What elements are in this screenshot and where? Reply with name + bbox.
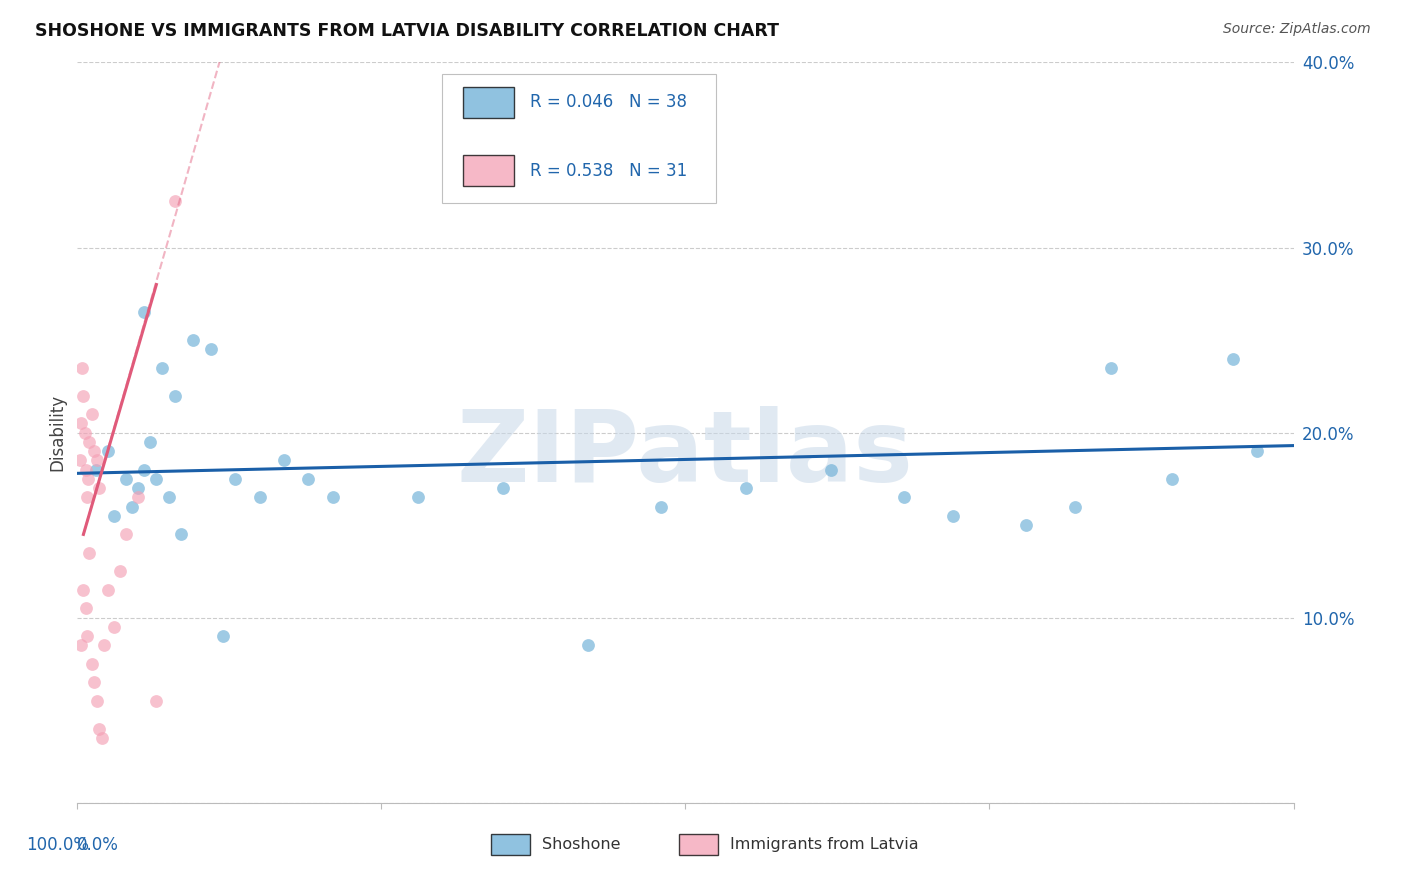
Point — [157, 491, 180, 505]
Point — [145, 472, 167, 486]
Point — [139, 434, 162, 449]
Point — [249, 491, 271, 505]
Point — [893, 491, 915, 505]
Point — [576, 639, 599, 653]
Point — [115, 472, 138, 486]
Point — [1161, 472, 1184, 486]
Point — [224, 472, 246, 486]
Text: R = 0.538   N = 31: R = 0.538 N = 31 — [530, 161, 688, 179]
Point — [70, 639, 93, 653]
FancyBboxPatch shape — [463, 155, 515, 186]
Point — [820, 462, 842, 476]
Point — [76, 629, 98, 643]
Point — [145, 694, 167, 708]
Point — [80, 657, 103, 671]
Point — [406, 491, 429, 505]
Point — [89, 481, 111, 495]
Point — [273, 453, 295, 467]
Point — [942, 508, 965, 523]
Point — [75, 601, 97, 615]
Point — [80, 407, 103, 421]
Point — [127, 481, 149, 495]
Point — [134, 462, 156, 476]
Text: SHOSHONE VS IMMIGRANTS FROM LATVIA DISABILITY CORRELATION CHART: SHOSHONE VS IMMIGRANTS FROM LATVIA DISAB… — [35, 22, 779, 40]
Point — [70, 360, 93, 375]
Point — [77, 472, 100, 486]
Text: 100.0%: 100.0% — [27, 836, 90, 855]
FancyBboxPatch shape — [679, 834, 718, 855]
Point — [152, 360, 174, 375]
Point — [86, 453, 108, 467]
Point — [650, 500, 672, 514]
Point — [170, 527, 193, 541]
Point — [1222, 351, 1244, 366]
FancyBboxPatch shape — [491, 834, 530, 855]
Point — [103, 508, 125, 523]
Point — [108, 565, 131, 579]
Point — [69, 453, 91, 467]
Point — [86, 694, 108, 708]
Point — [72, 388, 94, 402]
Point — [97, 444, 120, 458]
Point — [115, 527, 138, 541]
Point — [84, 462, 107, 476]
Text: 0.0%: 0.0% — [77, 836, 120, 855]
FancyBboxPatch shape — [463, 87, 515, 118]
Point — [75, 462, 97, 476]
Point — [93, 639, 115, 653]
Point — [70, 417, 93, 431]
FancyBboxPatch shape — [441, 73, 716, 203]
Y-axis label: Disability: Disability — [48, 394, 66, 471]
Point — [72, 582, 94, 597]
Point — [97, 582, 120, 597]
Point — [492, 481, 515, 495]
Point — [79, 546, 101, 560]
Text: Shoshone: Shoshone — [541, 837, 620, 852]
Point — [163, 194, 186, 209]
Point — [134, 305, 156, 319]
Point — [121, 500, 143, 514]
Point — [79, 434, 101, 449]
Point — [200, 343, 222, 357]
Point — [735, 481, 758, 495]
Point — [89, 722, 111, 736]
Point — [1063, 500, 1085, 514]
Point — [1246, 444, 1268, 458]
Text: Source: ZipAtlas.com: Source: ZipAtlas.com — [1223, 22, 1371, 37]
Point — [181, 333, 204, 347]
Point — [90, 731, 112, 745]
Point — [127, 491, 149, 505]
Point — [212, 629, 235, 643]
Point — [163, 388, 186, 402]
Point — [297, 472, 319, 486]
Point — [322, 491, 344, 505]
Point — [103, 620, 125, 634]
Text: Immigrants from Latvia: Immigrants from Latvia — [731, 837, 920, 852]
Point — [1099, 360, 1122, 375]
Point — [83, 444, 105, 458]
Point — [73, 425, 96, 440]
Point — [83, 675, 105, 690]
Point — [76, 491, 98, 505]
Text: R = 0.046   N = 38: R = 0.046 N = 38 — [530, 94, 686, 112]
Point — [1015, 518, 1038, 533]
Text: ZIPatlas: ZIPatlas — [457, 407, 914, 503]
